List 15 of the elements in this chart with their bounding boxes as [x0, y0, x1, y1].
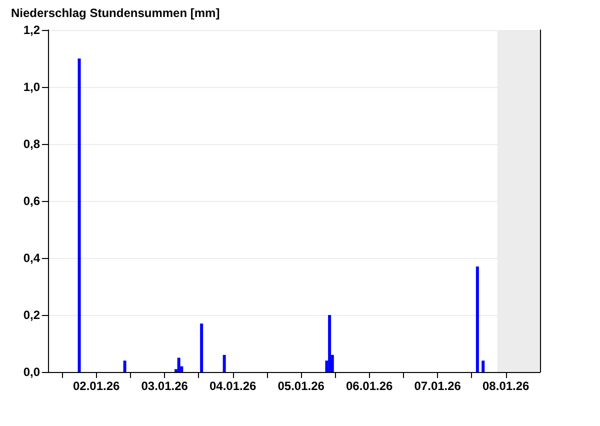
- chart-title: Niederschlag Stundensummen [mm]: [11, 6, 220, 20]
- x-tick-label: 04.01.26: [209, 379, 257, 393]
- x-tick-label: 07.01.26: [414, 379, 462, 393]
- y-tick-label: 0,8: [23, 137, 40, 151]
- y-tick-label: 1,2: [23, 23, 40, 37]
- x-tick-label: 08.01.26: [482, 379, 530, 393]
- y-tick-label: 1,0: [23, 80, 40, 94]
- x-tick-label: 02.01.26: [72, 379, 120, 393]
- y-tick-label: 0,4: [23, 251, 40, 265]
- y-tick-label: 0,6: [23, 194, 40, 208]
- x-tick-label: 05.01.26: [278, 379, 325, 393]
- y-tick-label: 0,0: [23, 365, 40, 379]
- y-tick-label: 0,2: [23, 308, 40, 322]
- x-tick-label: 06.01.26: [346, 379, 394, 393]
- x-tick-label: 03.01.26: [141, 379, 188, 393]
